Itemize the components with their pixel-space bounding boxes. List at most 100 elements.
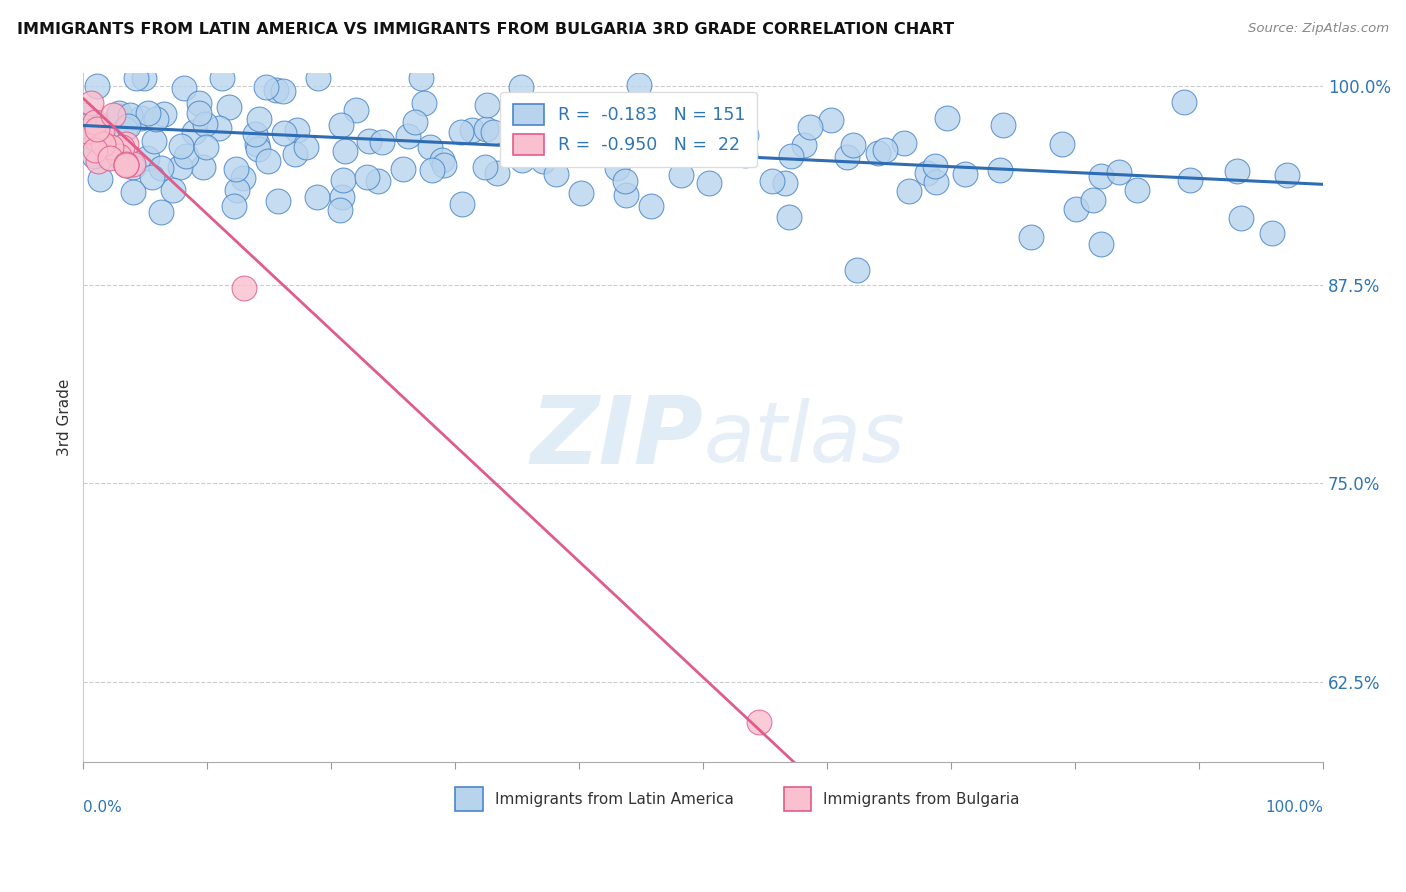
Point	[761, 174, 783, 188]
Point	[531, 153, 554, 168]
Point	[936, 112, 959, 126]
Point	[842, 137, 865, 152]
Point	[727, 124, 749, 138]
Text: 100.0%: 100.0%	[1265, 799, 1323, 814]
Point	[208, 121, 231, 136]
Point	[371, 135, 394, 149]
Point	[295, 140, 318, 154]
Point	[271, 84, 294, 98]
Point	[108, 149, 131, 163]
Point	[254, 79, 277, 94]
Point	[224, 198, 246, 212]
Point	[846, 263, 869, 277]
Point	[575, 133, 598, 147]
Point	[114, 121, 136, 136]
FancyBboxPatch shape	[456, 788, 482, 812]
Point	[329, 203, 352, 218]
Point	[595, 128, 617, 143]
Point	[267, 194, 290, 208]
Point	[486, 166, 509, 180]
Point	[988, 162, 1011, 177]
Point	[83, 115, 105, 129]
Point	[89, 128, 111, 142]
Point	[173, 81, 195, 95]
Point	[651, 129, 673, 144]
Point	[120, 108, 142, 122]
Point	[477, 98, 499, 112]
Point	[1081, 193, 1104, 207]
Point	[1064, 202, 1087, 217]
Point	[83, 149, 105, 163]
Point	[778, 211, 800, 225]
Point	[122, 156, 145, 170]
Point	[412, 96, 434, 111]
Point	[307, 190, 329, 204]
Point	[780, 148, 803, 162]
Point	[79, 96, 101, 111]
Point	[544, 167, 567, 181]
Point	[143, 134, 166, 148]
Point	[141, 170, 163, 185]
Point	[925, 175, 948, 189]
Point	[73, 119, 96, 133]
Point	[1050, 136, 1073, 151]
Point	[461, 123, 484, 137]
Legend: R =  -0.183   N = 151, R =  -0.950   N =  22: R = -0.183 N = 151, R = -0.950 N = 22	[501, 92, 758, 168]
Point	[87, 154, 110, 169]
Point	[924, 160, 946, 174]
Point	[955, 167, 977, 181]
Point	[820, 113, 842, 128]
Point	[287, 123, 309, 137]
Point	[150, 205, 173, 219]
Point	[561, 124, 583, 138]
Point	[875, 143, 897, 157]
Point	[917, 166, 939, 180]
Point	[187, 105, 209, 120]
Y-axis label: 3rd Grade: 3rd Grade	[58, 379, 72, 456]
Point	[107, 106, 129, 120]
Point	[194, 117, 217, 131]
Point	[114, 136, 136, 151]
Point	[243, 127, 266, 141]
Point	[433, 158, 456, 172]
Point	[103, 108, 125, 122]
Point	[508, 139, 530, 153]
Point	[1021, 229, 1043, 244]
Point	[98, 151, 121, 165]
Point	[474, 161, 496, 175]
Text: atlas: atlas	[703, 398, 905, 478]
Text: ZIP: ZIP	[530, 392, 703, 484]
Point	[392, 162, 415, 177]
FancyBboxPatch shape	[783, 788, 811, 812]
Point	[1090, 237, 1112, 252]
Point	[1180, 173, 1202, 187]
Point	[420, 162, 443, 177]
Point	[1275, 168, 1298, 182]
Point	[86, 133, 108, 147]
Point	[569, 186, 592, 200]
Point	[218, 100, 240, 114]
Point	[404, 115, 426, 129]
Point	[396, 129, 419, 144]
Point	[283, 147, 305, 161]
Point	[1229, 211, 1251, 226]
Point	[247, 142, 270, 156]
Point	[734, 148, 756, 162]
Point	[149, 161, 172, 175]
Point	[115, 157, 138, 171]
Point	[86, 122, 108, 136]
Point	[329, 118, 352, 132]
Point	[411, 70, 433, 85]
Point	[114, 158, 136, 172]
Point	[356, 170, 378, 185]
Point	[793, 137, 815, 152]
Point	[121, 160, 143, 174]
Point	[1226, 164, 1249, 178]
Point	[628, 78, 651, 92]
Point	[211, 70, 233, 85]
Point	[110, 140, 132, 154]
Point	[432, 153, 454, 167]
Point	[640, 199, 662, 213]
Text: Immigrants from Bulgaria: Immigrants from Bulgaria	[824, 792, 1019, 807]
Point	[273, 127, 295, 141]
